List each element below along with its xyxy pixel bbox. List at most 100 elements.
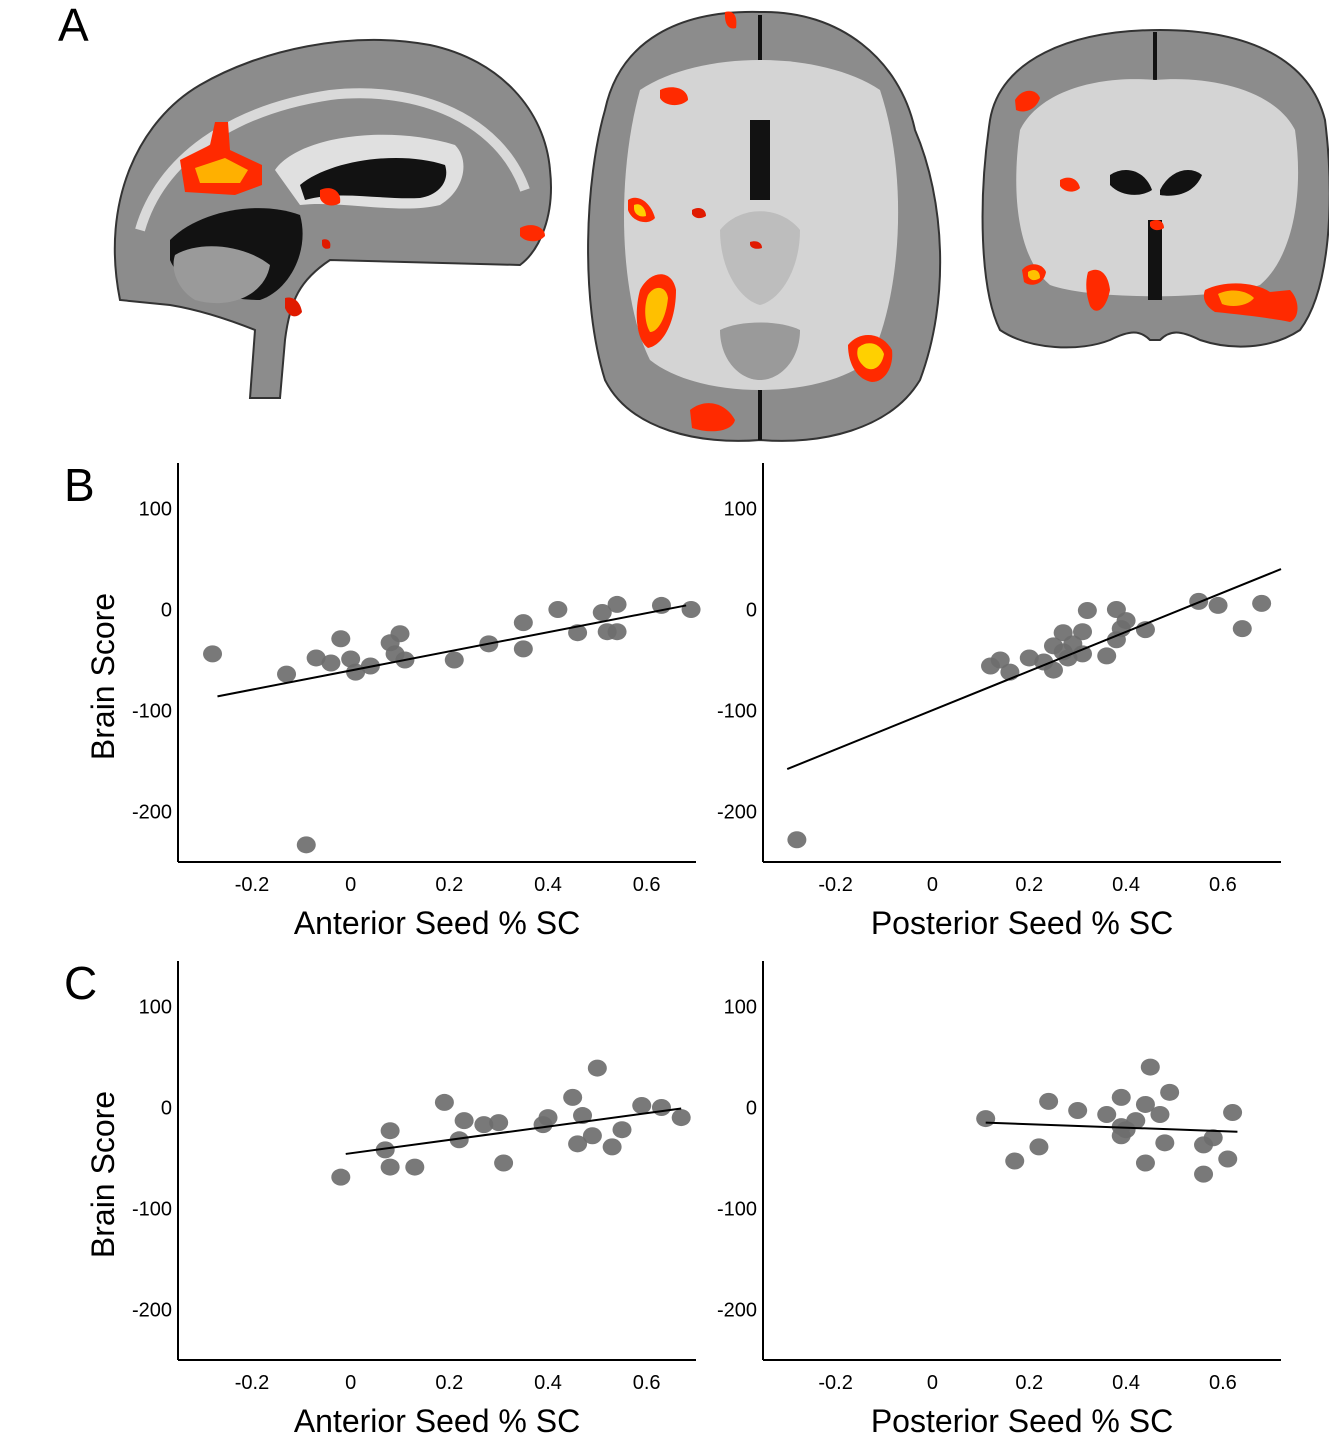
data-point — [1019, 649, 1039, 667]
x-tick-label: -0.2 — [818, 1372, 852, 1394]
y-tick-label: 0 — [746, 599, 757, 621]
axial-brain-slice — [587, 10, 942, 442]
data-point — [1208, 596, 1228, 614]
data-point — [1073, 623, 1093, 641]
x-tick-label: 0.4 — [534, 1372, 562, 1394]
data-point — [513, 614, 533, 632]
panel-label-c: C — [64, 957, 98, 1009]
x-tick-label: 0.2 — [435, 1372, 463, 1394]
data-point — [1073, 645, 1093, 663]
scatter-chart-b-posterior: 100 0 -100 -200 -0.2 0 0.2 0.4 0.6 Posterior Seed… — [717, 463, 1282, 941]
data-point — [563, 1088, 583, 1106]
sagittal-brain-slice — [113, 39, 552, 399]
y-tick-label: 0 — [746, 1097, 757, 1119]
data-point — [990, 651, 1010, 669]
x-axis-title: Anterior Seed % SC — [294, 905, 580, 941]
x-tick-label: 0 — [927, 874, 938, 896]
data-point — [1097, 647, 1117, 665]
data-point — [607, 623, 627, 641]
data-point — [976, 1110, 996, 1128]
y-tick-label: 100 — [724, 996, 757, 1018]
data-point — [375, 1141, 395, 1159]
data-point — [405, 1158, 425, 1176]
data-point — [1039, 1092, 1059, 1110]
y-tick-label: -200 — [132, 801, 172, 823]
data-point — [1150, 1106, 1170, 1124]
data-point — [489, 1114, 509, 1132]
coronal-brain-slice — [981, 28, 1329, 349]
data-point — [1126, 1112, 1146, 1130]
data-point — [1135, 1095, 1155, 1113]
data-point — [513, 640, 533, 658]
regression-line — [786, 568, 1282, 770]
scatter-chart-c-posterior: 100 0 -100 -200 -0.2 0 0.2 0.4 0.6 Posterior Seed… — [717, 961, 1281, 1439]
x-tick-label: 0 — [927, 1372, 938, 1394]
y-tick-label: -100 — [717, 700, 757, 722]
data-point — [203, 645, 223, 663]
data-point — [474, 1116, 494, 1134]
data-point — [548, 600, 568, 618]
data-point — [1232, 620, 1252, 638]
y-tick-label: -200 — [717, 801, 757, 823]
data-point — [1140, 1058, 1160, 1076]
y-tick-label: -100 — [717, 1198, 757, 1220]
data-point — [568, 1135, 588, 1153]
x-tick-label: 0.6 — [1209, 874, 1237, 896]
data-point — [1116, 612, 1136, 630]
data-point — [592, 603, 612, 621]
scatter-chart-c-anterior: 100 0 -100 -200 -0.2 0 0.2 0.4 0.6 Anterior Seed … — [85, 961, 696, 1439]
data-point — [341, 650, 361, 668]
data-point — [1077, 601, 1097, 619]
regression-line — [345, 1107, 682, 1155]
data-point — [612, 1121, 632, 1139]
x-tick-label: 0.6 — [1209, 1372, 1237, 1394]
data-point — [1111, 1088, 1131, 1106]
scatter-chart-b-anterior: 100 0 -100 -200 -0.2 0 0.2 0.4 0.6 Anterior Seed … — [85, 463, 701, 941]
data-point — [568, 624, 588, 642]
data-point — [602, 1138, 622, 1156]
data-point — [1155, 1134, 1175, 1152]
y-tick-label: -100 — [132, 700, 172, 722]
y-tick-label: -200 — [132, 1299, 172, 1321]
data-point — [390, 625, 410, 643]
data-point — [1029, 1138, 1049, 1156]
panel-label-a: A — [58, 0, 89, 51]
data-point — [444, 651, 464, 669]
data-point — [1097, 1106, 1117, 1124]
data-point — [494, 1154, 514, 1172]
x-tick-label: 0 — [345, 1372, 356, 1394]
data-point — [380, 1158, 400, 1176]
y-tick-label: 100 — [139, 996, 172, 1018]
regression-line — [985, 1121, 1238, 1133]
data-point — [538, 1109, 558, 1127]
data-point — [1218, 1150, 1238, 1168]
y-tick-label: 0 — [161, 1097, 172, 1119]
data-point — [321, 654, 341, 672]
y-axis-title: Brain Score — [85, 593, 121, 760]
x-tick-label: 0.2 — [1015, 874, 1043, 896]
x-tick-label: 0.2 — [435, 874, 463, 896]
data-point — [1135, 1154, 1155, 1172]
data-point — [681, 600, 701, 618]
x-tick-label: 0.4 — [1112, 1372, 1140, 1394]
x-tick-label: 0 — [345, 874, 356, 896]
data-point — [587, 1059, 607, 1077]
x-axis-title: Posterior Seed % SC — [871, 1403, 1173, 1439]
y-tick-label: 100 — [724, 498, 757, 520]
data-point — [651, 1098, 671, 1116]
data-point — [1194, 1165, 1214, 1183]
data-point — [1043, 661, 1063, 679]
data-point — [1005, 1152, 1025, 1170]
regression-line — [217, 604, 687, 698]
x-tick-label: 0.6 — [633, 874, 661, 896]
data-point — [1160, 1083, 1180, 1101]
x-axis-title: Anterior Seed % SC — [294, 1403, 580, 1439]
data-point — [306, 649, 326, 667]
data-point — [1068, 1101, 1088, 1119]
y-tick-label: 100 — [139, 498, 172, 520]
data-point — [582, 1127, 602, 1145]
data-point — [632, 1096, 652, 1114]
y-axis-title: Brain Score — [85, 1091, 121, 1258]
y-tick-label: -200 — [717, 1299, 757, 1321]
